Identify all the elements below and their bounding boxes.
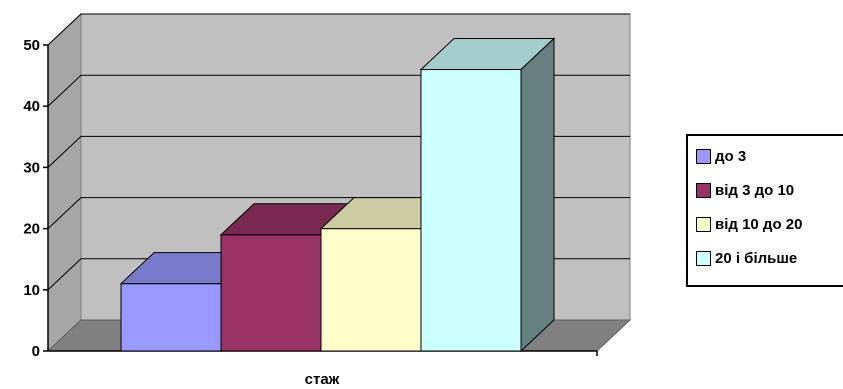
y-tick-labels: 0 10 20 30 40 50 (23, 37, 40, 360)
bar-front (420, 68, 522, 352)
y-tick-label: 10 (23, 282, 40, 299)
legend-label: до 3 (715, 147, 747, 165)
gridline (47, 13, 630, 46)
y-tick-label: 0 (32, 343, 40, 360)
side-wall (47, 12, 82, 353)
legend-label: від 3 до 10 (715, 181, 795, 199)
bar-front (120, 283, 222, 352)
legend-item: від 10 до 20 (696, 214, 802, 234)
bar-front (320, 228, 422, 352)
legend-swatch (696, 216, 711, 232)
y-tick-label: 40 (23, 98, 40, 115)
bar-side (520, 37, 555, 353)
legend-item: до 3 (696, 146, 746, 166)
legend-item: від 3 до 10 (696, 180, 794, 200)
legend-swatch (696, 148, 711, 164)
bars (119, 37, 556, 353)
legend-item: 20 і більше (696, 248, 797, 268)
legend-label: від 10 до 20 (715, 215, 803, 233)
x-axis-title: стаж (305, 371, 340, 388)
legend-swatch (696, 182, 711, 198)
y-tick-label: 30 (23, 159, 40, 176)
legend-label: 20 і більше (715, 249, 798, 267)
y-tick-label: 20 (23, 221, 40, 238)
bar (419, 37, 556, 353)
legend: до 3 від 3 до 10 від 10 до 20 20 і більш… (686, 134, 843, 287)
bar-front (220, 234, 322, 352)
legend-swatch (696, 250, 711, 266)
y-tick-label: 50 (23, 37, 40, 54)
